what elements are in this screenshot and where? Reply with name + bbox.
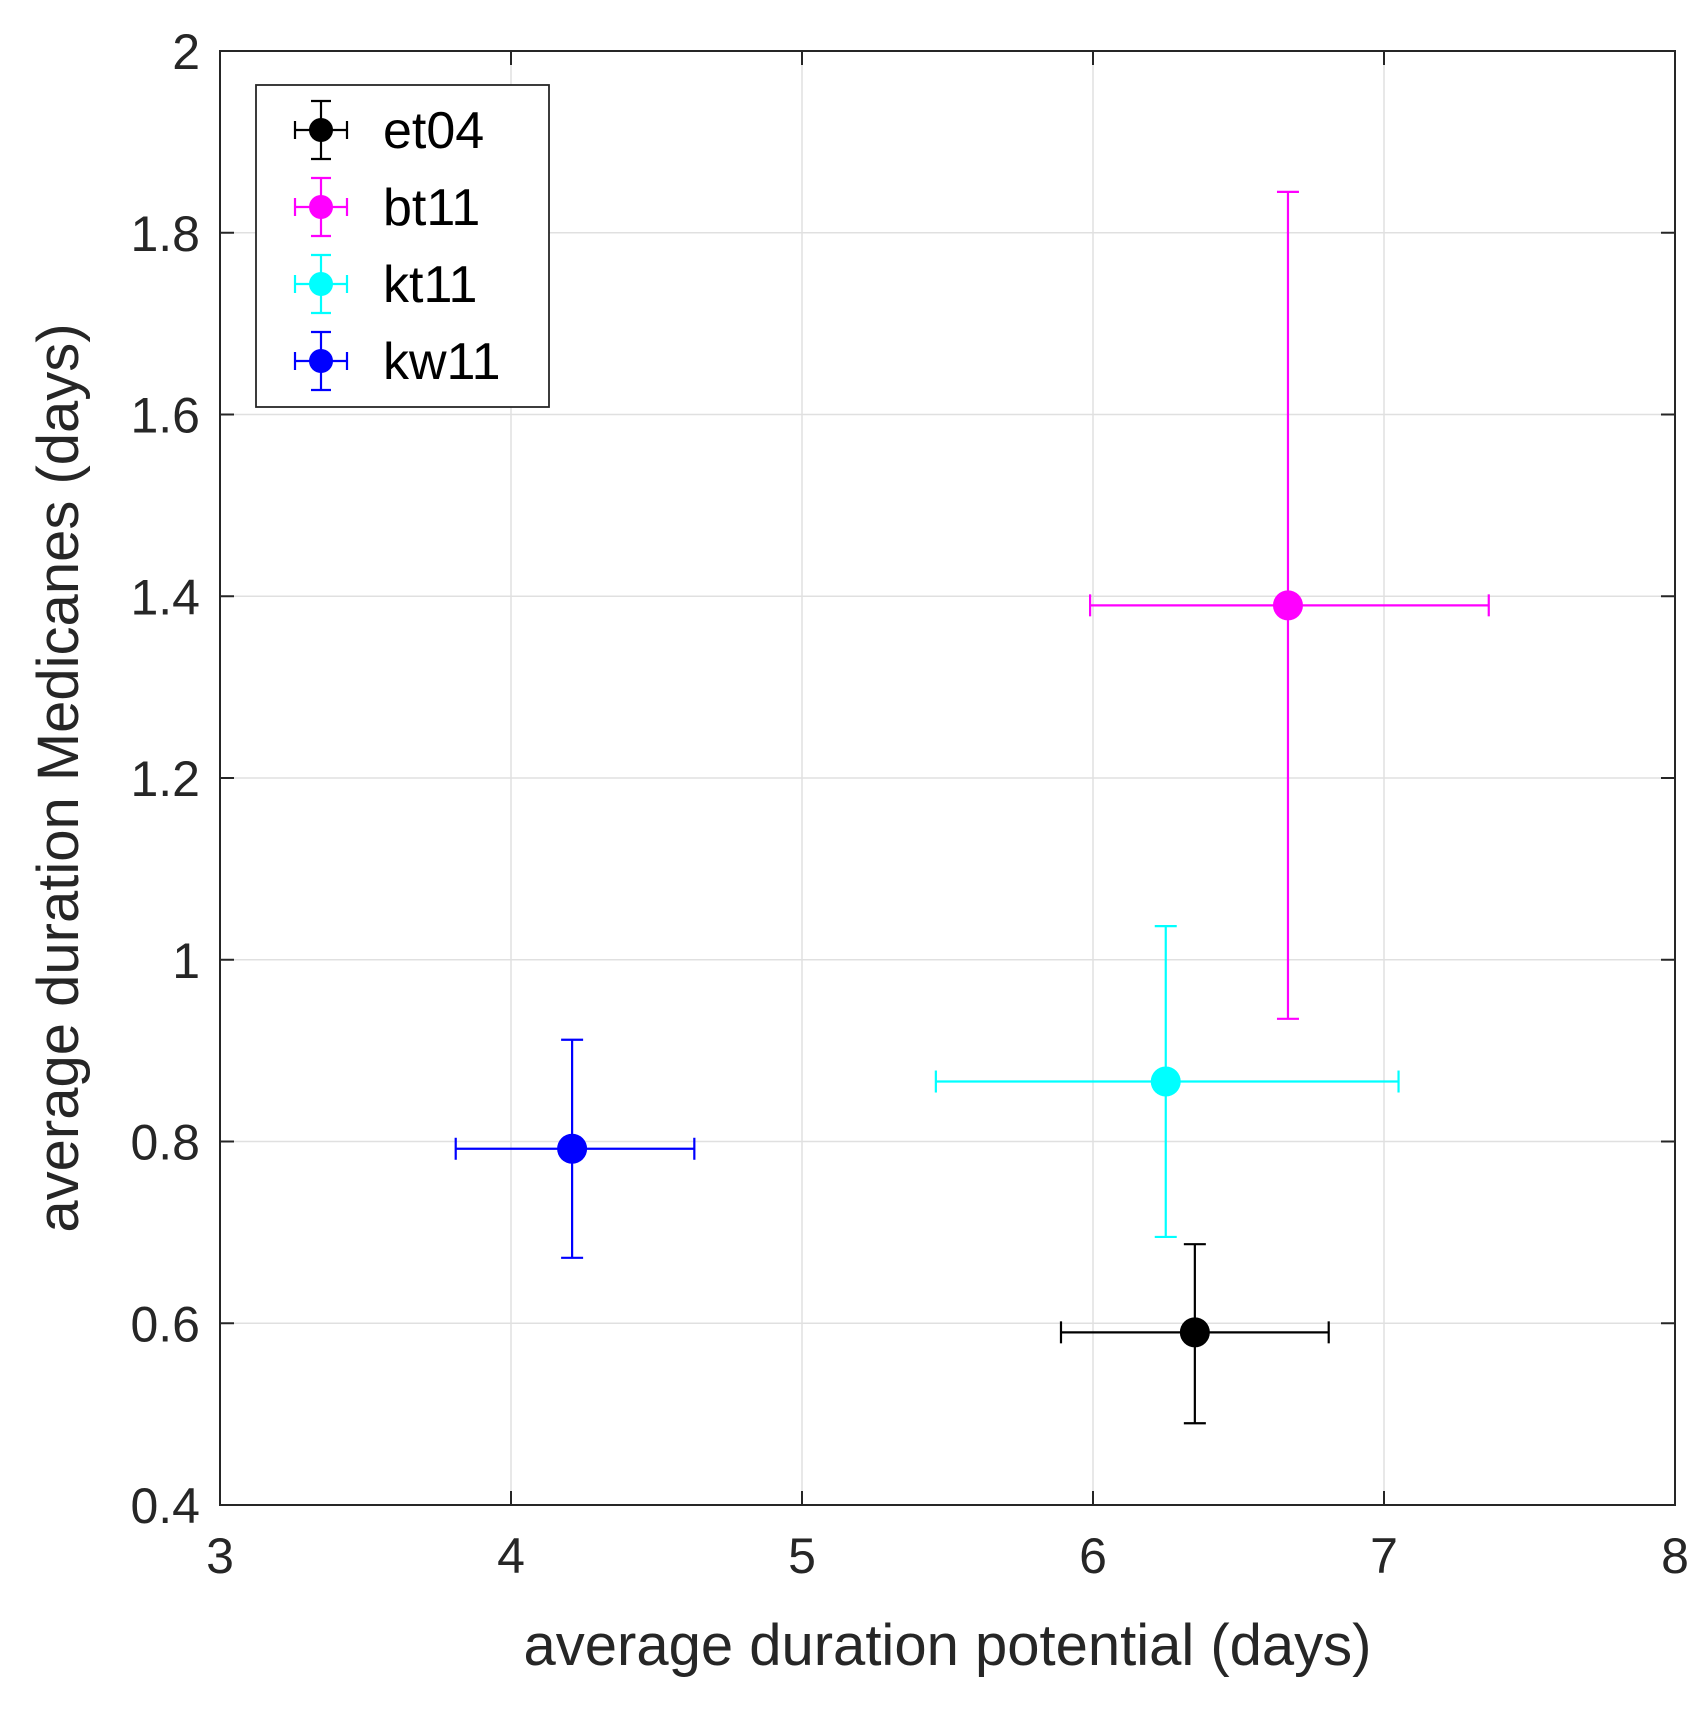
series-bt11 — [1088, 190, 1490, 1020]
y-tick-label: 1.6 — [130, 388, 200, 444]
x-tick-label: 6 — [1079, 1528, 1107, 1584]
y-tick-label: 0.8 — [130, 1115, 200, 1171]
data-point — [1272, 590, 1303, 621]
legend-entry-kw11: kw11 — [293, 330, 501, 392]
x-tick-label: 4 — [497, 1528, 525, 1584]
y-axis-label: average duration Medicanes (days) — [26, 323, 91, 1232]
data-point — [557, 1133, 588, 1164]
x-tick-label: 5 — [788, 1528, 816, 1584]
legend-marker — [309, 349, 333, 373]
data-marks — [454, 190, 1490, 1425]
legend-entry-kt11: kt11 — [293, 253, 477, 315]
legend-label: et04 — [383, 102, 484, 160]
x-tick-label: 8 — [1661, 1528, 1689, 1584]
series-kw11 — [454, 1038, 696, 1259]
x-tick-label: 7 — [1370, 1528, 1398, 1584]
y-tick-label: 2 — [172, 24, 200, 80]
legend-entry-et04: et04 — [293, 99, 484, 161]
legend-marker — [309, 272, 333, 296]
y-tick-label: 1.4 — [130, 569, 200, 625]
y-tick-label: 1.2 — [130, 751, 200, 807]
legend-entry-bt11: bt11 — [293, 176, 480, 238]
y-tick-label: 0.4 — [130, 1478, 200, 1534]
legend-label: kt11 — [383, 256, 477, 314]
series-kt11 — [934, 925, 1400, 1239]
tick-labels: 3 4 5 6 7 8 0.4 0.6 0.8 1 1.2 1.4 1.6 1.8 2 — [130, 24, 1688, 1584]
plot-frame — [219, 50, 1676, 1506]
data-point — [1150, 1066, 1181, 1097]
y-tick-label: 0.6 — [130, 1296, 200, 1352]
legend-marker — [309, 195, 333, 219]
data-point — [1179, 1317, 1210, 1348]
legend-label: bt11 — [383, 179, 480, 237]
legend-marker — [309, 118, 333, 142]
legend: et04 bt11 kt11 kw11 — [255, 84, 550, 408]
y-tick-label: 1.8 — [130, 206, 200, 262]
legend-label: kw11 — [383, 333, 501, 391]
legend-box — [255, 84, 550, 408]
series-et04 — [1059, 1243, 1330, 1425]
y-tick-label: 1 — [172, 933, 200, 989]
x-tick-label: 3 — [206, 1528, 234, 1584]
x-axis-label: average duration potential (days) — [524, 1613, 1372, 1678]
